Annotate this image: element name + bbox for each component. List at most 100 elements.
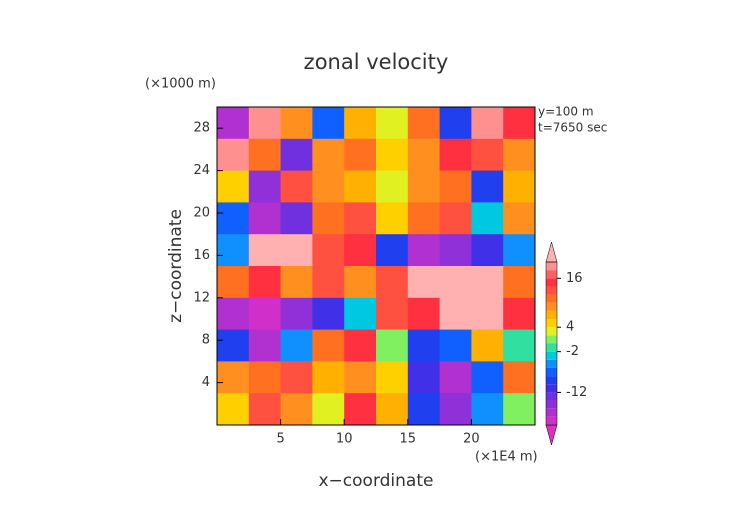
contour-cell (376, 202, 409, 235)
contour-cell (217, 170, 250, 203)
contour-cell (280, 266, 313, 299)
contour-cell (407, 107, 441, 140)
contour-cell (280, 170, 313, 203)
contour-cell (407, 138, 441, 172)
contour-cell (312, 266, 345, 299)
colorbar-band (546, 408, 557, 417)
x-tick-label: 5 (276, 432, 284, 447)
contour-cell (376, 138, 409, 172)
contour-cell (248, 170, 282, 203)
contour-cell (471, 138, 504, 172)
contour-cell (439, 234, 472, 267)
contour-cell (471, 297, 504, 331)
contour-cell (376, 393, 409, 426)
colorbar-band (546, 343, 557, 352)
contour-cell (439, 266, 472, 299)
colorbar-band (546, 400, 557, 409)
colorbar-band (546, 376, 557, 385)
colorbar-band (546, 335, 557, 344)
x-tick-label: 10 (336, 432, 353, 447)
contour-cell (217, 393, 250, 426)
contour-cell (503, 266, 536, 299)
annotation: t=7650 sec (538, 121, 607, 135)
contour-cell (503, 138, 536, 172)
contour-cell (439, 202, 472, 235)
y-unit: (×1000 m) (145, 77, 216, 92)
colorbar-band (546, 367, 557, 377)
colorbar-band (546, 310, 557, 320)
x-tick-label: 20 (463, 432, 480, 447)
contour-cell (376, 361, 409, 394)
y-tick-label: 24 (193, 163, 210, 178)
contour-cell (503, 202, 536, 235)
contour-cell (217, 202, 250, 235)
colorbar-tick-label: 4 (566, 320, 574, 335)
colorbar-band (546, 359, 557, 368)
contour-cell (312, 202, 345, 235)
contour-cell (344, 234, 377, 267)
contour-cell (280, 107, 313, 140)
contour-cell (280, 361, 313, 394)
colorbar-extension (545, 241, 558, 263)
contour-cell (280, 297, 313, 331)
contour-cell (217, 138, 250, 172)
colorbar-tick-label: 16 (566, 271, 583, 286)
colorbar-band (546, 294, 557, 303)
contour-cell (248, 234, 282, 267)
colorbar-extension (545, 424, 558, 446)
contour-cell (248, 107, 282, 140)
contour-cell (503, 393, 536, 426)
contour-cell (248, 329, 282, 362)
y-tick-label: 4 (202, 375, 210, 390)
contour-cell (248, 138, 282, 172)
contour-cell (376, 297, 409, 331)
y-tick-label: 12 (193, 290, 210, 305)
colorbar-band (546, 278, 557, 287)
contour-cell (280, 234, 313, 267)
contour-cell (344, 107, 377, 140)
contour-cell (280, 393, 313, 426)
contour-cell (217, 361, 250, 394)
contour-cell (344, 297, 377, 331)
contour-cell (280, 329, 313, 362)
contour-cell (248, 393, 282, 426)
contour-cell (217, 297, 250, 331)
colorbar-band (546, 302, 557, 311)
y-axis-label: z−coordinate (166, 209, 186, 323)
contour-cell (439, 138, 472, 172)
contour-cell (503, 297, 536, 331)
colorbar-frame (545, 261, 558, 426)
contour-cell (376, 107, 409, 140)
contour-cell (471, 329, 504, 362)
contour-cell (471, 202, 504, 235)
contour-cell (471, 393, 504, 426)
colorbar-band (546, 270, 557, 279)
contour-cell (376, 170, 409, 203)
contour-cell (407, 170, 441, 203)
contour-cell (439, 361, 472, 394)
colorbar-tick-label: -2 (566, 344, 579, 359)
x-axis-label: x−coordinate (319, 471, 434, 491)
contour-cell (376, 266, 409, 299)
contour-cell (344, 170, 377, 203)
contour-cell (376, 234, 409, 267)
contour-cell (439, 107, 472, 140)
y-tick-label: 16 (193, 248, 210, 263)
contour-cell (503, 361, 536, 394)
contour-cell (217, 234, 250, 267)
contour-cell (312, 329, 345, 362)
contour-cell (471, 266, 504, 299)
contour-cell (503, 107, 536, 140)
x-tick-label: 15 (400, 432, 417, 447)
colorbar-band (546, 384, 557, 393)
contour-cell (312, 393, 345, 426)
contour-cell (217, 107, 250, 140)
contour-cell (471, 234, 504, 267)
colorbar-band (546, 392, 557, 401)
contour-cell (312, 234, 345, 267)
contour-cell (471, 361, 504, 394)
contour-cell (344, 329, 377, 362)
contour-cell (312, 138, 345, 172)
contour-cell (280, 202, 313, 235)
